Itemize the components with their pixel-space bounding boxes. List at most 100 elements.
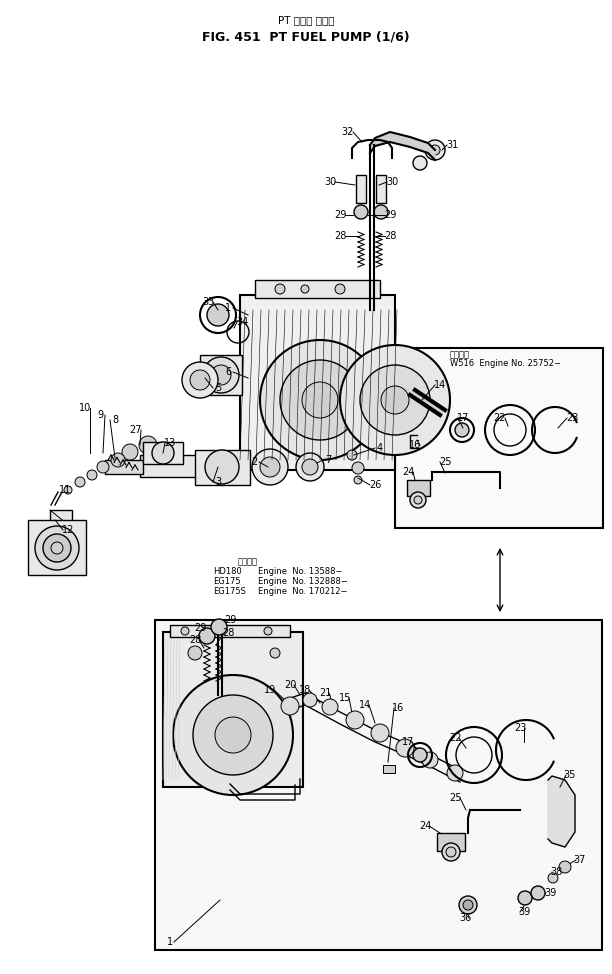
Text: 11: 11 [59, 485, 71, 495]
Bar [195, 450, 250, 485]
Text: 17: 17 [402, 737, 414, 747]
Bar [163, 632, 303, 787]
Circle shape [354, 476, 362, 484]
Text: EG175: EG175 [213, 578, 241, 586]
Text: 23: 23 [566, 413, 578, 423]
Polygon shape [548, 776, 575, 847]
Text: 14: 14 [434, 380, 446, 390]
Text: 20: 20 [284, 680, 296, 690]
Circle shape [455, 423, 469, 437]
Text: 24: 24 [402, 467, 414, 477]
Polygon shape [370, 132, 435, 160]
Text: Engine  No. 170212−: Engine No. 170212− [258, 587, 348, 596]
Circle shape [270, 648, 280, 658]
Circle shape [302, 459, 318, 475]
Text: 適用号機: 適用号機 [238, 557, 258, 567]
Text: 16: 16 [409, 440, 421, 450]
Bar [255, 280, 380, 298]
Text: 31: 31 [446, 140, 458, 150]
Text: FIG. 451  PT FUEL PUMP (1/6): FIG. 451 PT FUEL PUMP (1/6) [202, 30, 410, 43]
Circle shape [296, 453, 324, 481]
Circle shape [559, 861, 571, 873]
Text: 18: 18 [299, 685, 311, 695]
Text: 14: 14 [359, 700, 371, 710]
Circle shape [396, 739, 414, 757]
Circle shape [205, 450, 239, 484]
Circle shape [281, 697, 299, 715]
Bar [240, 295, 395, 470]
Circle shape [75, 477, 85, 487]
Circle shape [203, 357, 239, 393]
Text: 24: 24 [419, 821, 431, 831]
Text: 5: 5 [215, 383, 221, 393]
Text: 39: 39 [518, 907, 530, 917]
Text: 10: 10 [79, 403, 91, 413]
Circle shape [207, 304, 229, 326]
Text: 23: 23 [514, 723, 526, 733]
Circle shape [381, 386, 409, 414]
Circle shape [182, 362, 218, 398]
Circle shape [64, 486, 72, 494]
Text: 15: 15 [339, 693, 351, 703]
Text: 9: 9 [97, 410, 103, 420]
Text: 1: 1 [225, 303, 231, 313]
Bar [395, 348, 603, 528]
Bar [200, 355, 242, 395]
Circle shape [122, 444, 138, 460]
Circle shape [442, 843, 460, 861]
Circle shape [260, 457, 280, 477]
Circle shape [211, 365, 231, 385]
Text: 適用号機: 適用号機 [450, 351, 470, 359]
Circle shape [430, 145, 440, 155]
Text: 17: 17 [457, 413, 469, 423]
Text: Engine  No. 132888−: Engine No. 132888− [258, 578, 348, 586]
Text: 22: 22 [449, 733, 461, 743]
Text: 21: 21 [319, 688, 331, 698]
Circle shape [354, 205, 368, 219]
Text: 38: 38 [550, 867, 562, 877]
Text: 8: 8 [112, 415, 118, 425]
Circle shape [215, 717, 251, 753]
Bar [170, 625, 290, 637]
Text: 3: 3 [215, 477, 221, 487]
Bar [437, 833, 465, 851]
Circle shape [275, 284, 285, 294]
Circle shape [352, 462, 364, 474]
Text: EG175S: EG175S [213, 587, 246, 596]
Bar [383, 765, 395, 773]
Circle shape [301, 285, 309, 293]
Circle shape [302, 382, 338, 418]
Text: 4: 4 [377, 443, 383, 453]
Text: 29: 29 [224, 615, 236, 625]
Text: 27: 27 [130, 425, 142, 435]
Text: 28: 28 [384, 231, 396, 241]
Text: 2: 2 [251, 457, 257, 467]
Circle shape [51, 542, 63, 554]
Text: 28: 28 [222, 628, 234, 638]
Bar [376, 175, 386, 203]
Bar [105, 460, 143, 474]
Circle shape [173, 675, 293, 795]
Circle shape [414, 496, 422, 504]
Circle shape [446, 847, 456, 857]
Text: 25: 25 [450, 793, 462, 803]
Polygon shape [410, 390, 445, 415]
Bar [356, 175, 366, 203]
Circle shape [374, 205, 388, 219]
Circle shape [347, 450, 357, 460]
Circle shape [360, 365, 430, 435]
Circle shape [459, 896, 477, 914]
Circle shape [340, 345, 450, 455]
Bar [140, 455, 240, 477]
Text: 25: 25 [439, 457, 451, 467]
Circle shape [211, 619, 227, 635]
Circle shape [371, 724, 389, 742]
Text: 6: 6 [225, 367, 231, 377]
Circle shape [548, 873, 558, 883]
Circle shape [43, 534, 71, 562]
Text: Engine  No. 13588−: Engine No. 13588− [258, 568, 343, 577]
Circle shape [346, 711, 364, 729]
Text: 19: 19 [264, 685, 276, 695]
Circle shape [531, 886, 545, 900]
Bar [155, 620, 602, 950]
